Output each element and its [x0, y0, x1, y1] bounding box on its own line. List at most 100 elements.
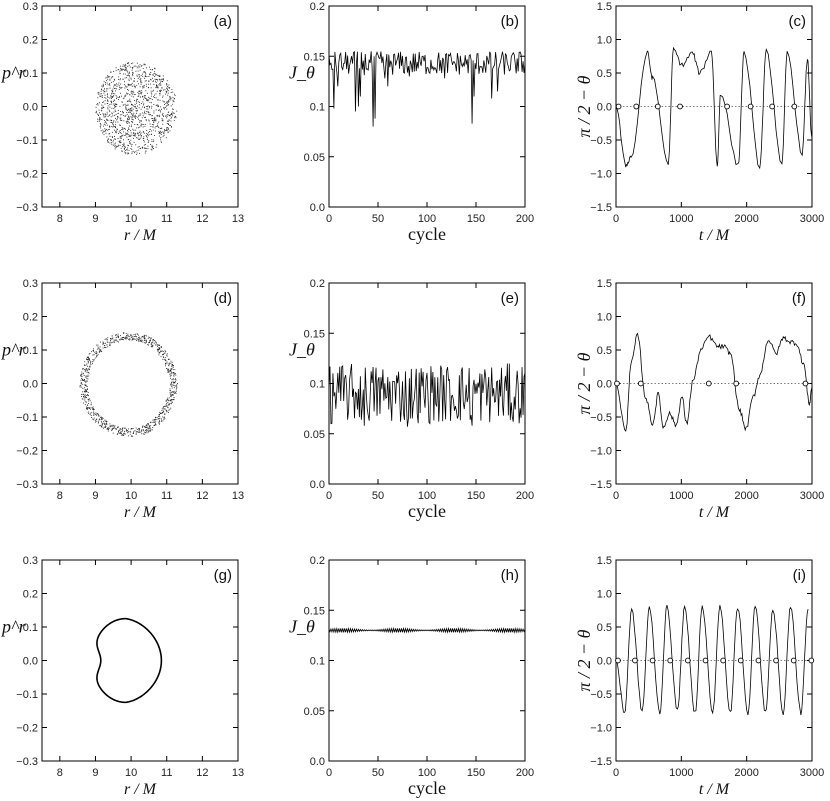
panel-f: 0 1000 2000 30001.51.00.50.0−0.5−1.0−1.5(f)… [574, 278, 824, 521]
y-tick-label: 0.1 [23, 622, 38, 634]
data-point [157, 86, 159, 88]
data-point [132, 68, 134, 70]
data-point [82, 373, 84, 375]
data-point [167, 371, 169, 373]
data-point [87, 368, 89, 370]
data-point [130, 110, 132, 112]
data-point [133, 432, 134, 434]
data-point [110, 139, 112, 141]
data-point [87, 411, 89, 413]
data-point [135, 335, 137, 337]
data-point [86, 356, 88, 358]
data-point [143, 334, 145, 336]
data-point [126, 70, 128, 72]
data-point [135, 107, 137, 109]
data-point [119, 79, 121, 81]
data-point [155, 93, 157, 95]
data-point [103, 115, 105, 117]
data-point [148, 86, 150, 88]
data-point [129, 122, 130, 124]
data-point [147, 424, 149, 426]
data-point [139, 91, 141, 92]
data-point [166, 399, 168, 401]
data-point [82, 388, 84, 389]
data-point [122, 143, 124, 145]
data-point [140, 431, 142, 433]
data-point [129, 94, 131, 96]
data-point [118, 336, 119, 337]
data-point [128, 78, 130, 80]
data-point [163, 107, 165, 109]
data-point [125, 107, 127, 108]
data-point [92, 354, 94, 356]
data-point [105, 347, 107, 348]
data-point [119, 119, 121, 121]
data-point [124, 148, 125, 150]
data-point [162, 81, 164, 83]
data-point [161, 127, 163, 129]
data-point [108, 109, 110, 111]
data-point [112, 91, 114, 93]
data-point [122, 434, 124, 435]
data-point [109, 425, 111, 427]
data-point [149, 422, 151, 424]
data-point [144, 335, 145, 337]
data-point [90, 408, 91, 410]
data-point [101, 418, 103, 420]
data-point [107, 341, 109, 343]
data-point [143, 96, 145, 98]
data-point [105, 114, 107, 116]
series-line [615, 46, 813, 170]
data-point [153, 84, 155, 85]
data-point [147, 145, 149, 147]
data-point [119, 428, 121, 430]
data-point [151, 146, 153, 148]
data-point [123, 427, 125, 429]
data-point [113, 341, 115, 343]
data-point [119, 105, 121, 107]
data-point [111, 112, 113, 114]
data-point [132, 122, 134, 124]
data-point [144, 152, 146, 154]
data-point [152, 120, 154, 122]
data-point [100, 417, 101, 419]
data-point [125, 67, 127, 69]
data-point [90, 404, 92, 406]
data-point [88, 403, 90, 405]
data-point [121, 135, 123, 137]
data-point [154, 120, 156, 122]
data-point [159, 411, 161, 413]
data-point [101, 96, 103, 98]
data-point [127, 88, 128, 90]
data-point [131, 153, 133, 155]
y-tick-label: 1.0 [597, 312, 612, 324]
data-point [100, 127, 102, 129]
data-point [159, 128, 161, 129]
data-point [159, 418, 160, 420]
data-point [129, 111, 131, 113]
data-point [111, 77, 113, 79]
data-point [116, 340, 118, 342]
data-point [122, 339, 124, 341]
data-point [168, 101, 169, 103]
data-point [162, 123, 164, 125]
data-point [133, 135, 135, 137]
y-tick-label: −0.3 [16, 202, 38, 214]
y-axis-label: p^r [0, 340, 27, 360]
data-point [149, 426, 150, 428]
data-point [138, 115, 140, 117]
data-point [111, 429, 112, 431]
data-point [126, 133, 128, 134]
x-tick-label: 50 [372, 767, 384, 779]
data-point [85, 375, 87, 377]
data-point [170, 370, 172, 372]
data-point [86, 408, 88, 410]
data-point [84, 399, 86, 401]
data-point [135, 432, 137, 434]
data-point [141, 147, 143, 149]
data-point [165, 93, 167, 95]
data-point [109, 133, 111, 135]
data-point [115, 337, 117, 339]
data-point [170, 362, 172, 364]
